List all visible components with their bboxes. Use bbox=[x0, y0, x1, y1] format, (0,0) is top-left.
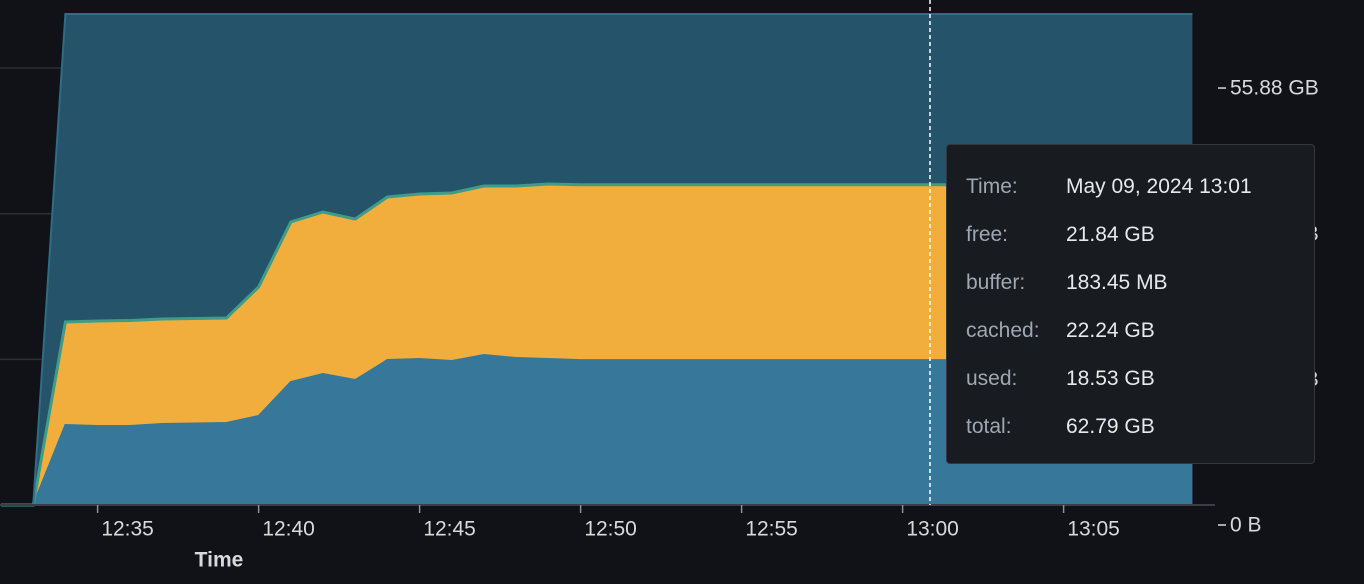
tooltip-label: total: bbox=[966, 415, 1012, 438]
tooltip-value: 21.84 GB bbox=[1066, 223, 1155, 246]
x-tick-label: 13:00 bbox=[906, 518, 959, 541]
tooltip-label: cached: bbox=[966, 319, 1040, 342]
tooltip-value: 62.79 GB bbox=[1066, 415, 1155, 438]
tooltip-label: free: bbox=[966, 223, 1009, 246]
line-free bbox=[1, 12, 1193, 506]
x-tick-label: 12:55 bbox=[745, 518, 798, 541]
x-tick-label: 12:45 bbox=[423, 518, 476, 541]
x-tick-label: 12:35 bbox=[101, 518, 154, 541]
area-cached bbox=[1, 185, 1193, 505]
tooltip-label: Time: bbox=[966, 175, 1018, 198]
area-used bbox=[1, 355, 1193, 505]
area-free bbox=[1, 13, 1193, 505]
x-axis-title: Time bbox=[195, 549, 244, 572]
x-tick-label: 12:50 bbox=[584, 518, 637, 541]
x-tick-label: 13:05 bbox=[1067, 518, 1120, 541]
y-tick-label: 0 B bbox=[1230, 514, 1262, 537]
tooltip-value: May 09, 2024 13:01 bbox=[1066, 175, 1252, 198]
tooltip-value: 18.53 GB bbox=[1066, 367, 1155, 390]
tooltip-value: 22.24 GB bbox=[1066, 319, 1155, 342]
tooltip-label: used: bbox=[966, 367, 1018, 390]
tooltip-value: 183.45 MB bbox=[1066, 271, 1168, 294]
tooltip: Time: May 09, 2024 13:01 free: 21.84 GB buff… bbox=[946, 144, 1315, 464]
x-tick-label: 12:40 bbox=[262, 518, 315, 541]
y-tick-label: 55.88 GB bbox=[1230, 77, 1319, 100]
tooltip-label: buffer: bbox=[966, 271, 1026, 294]
